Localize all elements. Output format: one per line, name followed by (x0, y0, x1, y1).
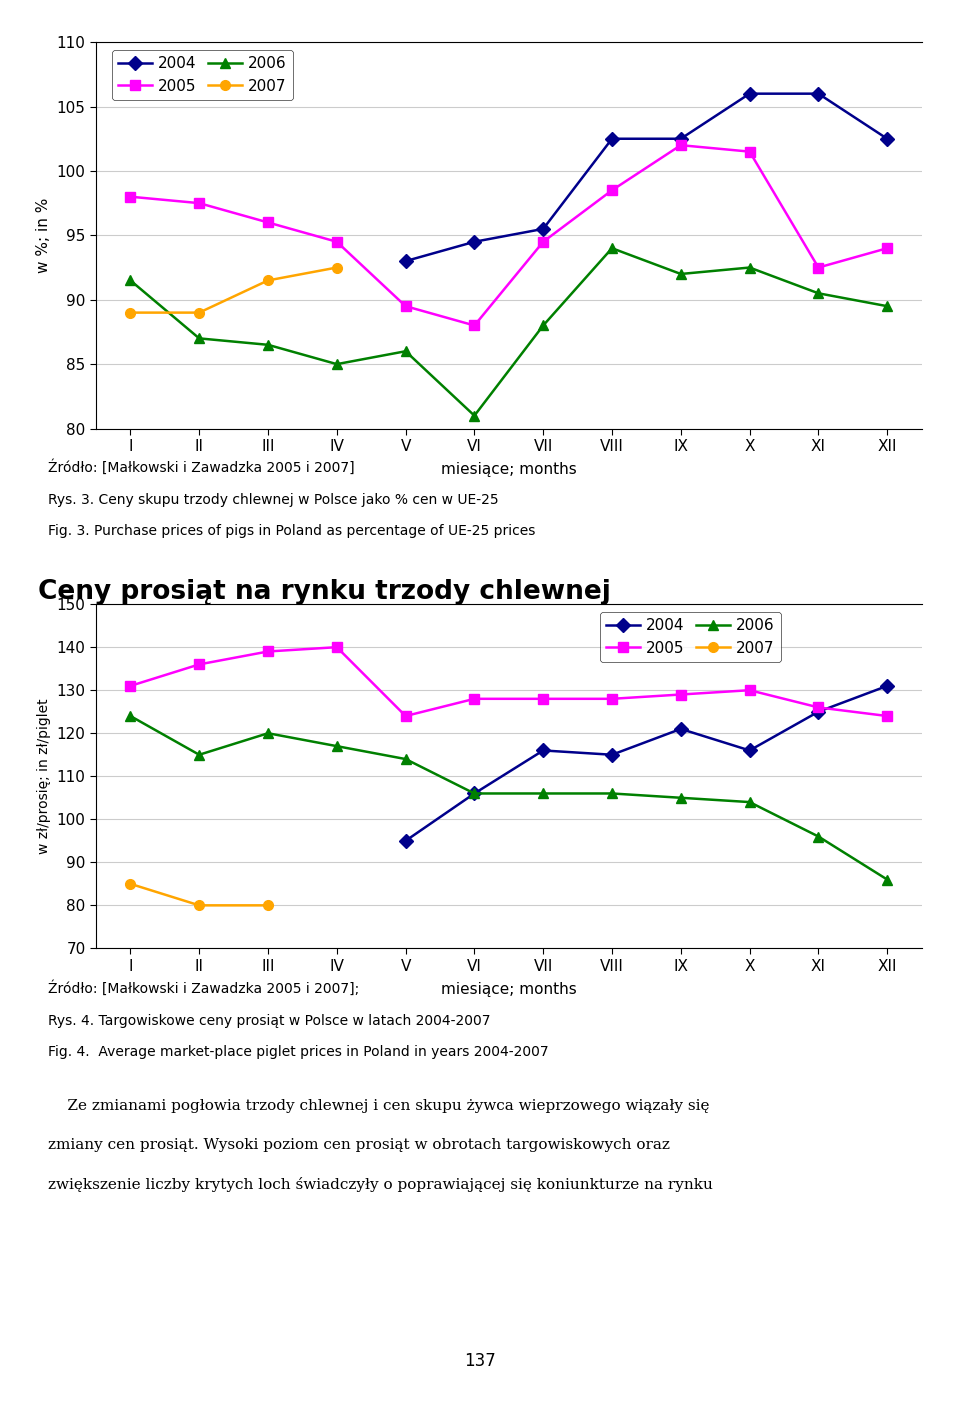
Text: Ceny prosiąt na rynku trzody chlewnej: Ceny prosiąt na rynku trzody chlewnej (38, 579, 612, 606)
Text: 137: 137 (464, 1352, 496, 1370)
Text: Rys. 3. Ceny skupu trzody chlewnej w Polsce jako % cen w UE-25: Rys. 3. Ceny skupu trzody chlewnej w Pol… (48, 493, 498, 507)
Legend: 2004, 2005, 2006, 2007: 2004, 2005, 2006, 2007 (600, 611, 780, 662)
Text: Rys. 4. Targowiskowe ceny prosiąt w Polsce w latach 2004-2007: Rys. 4. Targowiskowe ceny prosiąt w Pols… (48, 1014, 491, 1028)
X-axis label: miesiące; months: miesiące; months (441, 462, 577, 478)
X-axis label: miesiące; months: miesiące; months (441, 982, 577, 998)
Text: Fig. 3. Purchase prices of pigs in Poland as percentage of UE-25 prices: Fig. 3. Purchase prices of pigs in Polan… (48, 524, 536, 538)
Y-axis label: w %; in %: w %; in % (36, 198, 51, 273)
Text: Fig. 4.  Average market-place piglet prices in Poland in years 2004-2007: Fig. 4. Average market-place piglet pric… (48, 1045, 548, 1059)
Text: Źródło: [Małkowski i Zawadzka 2005 i 2007]: Źródło: [Małkowski i Zawadzka 2005 i 200… (48, 459, 354, 475)
Y-axis label: w zł/prosię; in zł/piglet: w zł/prosię; in zł/piglet (37, 698, 51, 854)
Text: Ze zmianami pogłowia trzody chlewnej i cen skupu żywca wieprzowego wiązały się: Ze zmianami pogłowia trzody chlewnej i c… (48, 1099, 709, 1113)
Text: Źródło: [Małkowski i Zawadzka 2005 i 2007];: Źródło: [Małkowski i Zawadzka 2005 i 200… (48, 981, 359, 996)
Text: zmiany cen prosiąt. Wysoki poziom cen prosiąt w obrotach targowiskowych oraz: zmiany cen prosiąt. Wysoki poziom cen pr… (48, 1138, 670, 1152)
Legend: 2004, 2005, 2006, 2007: 2004, 2005, 2006, 2007 (112, 49, 293, 100)
Text: zwiększenie liczby krytych loch świadczyły o poprawiającej się koniunkturze na r: zwiększenie liczby krytych loch świadczy… (48, 1177, 713, 1193)
